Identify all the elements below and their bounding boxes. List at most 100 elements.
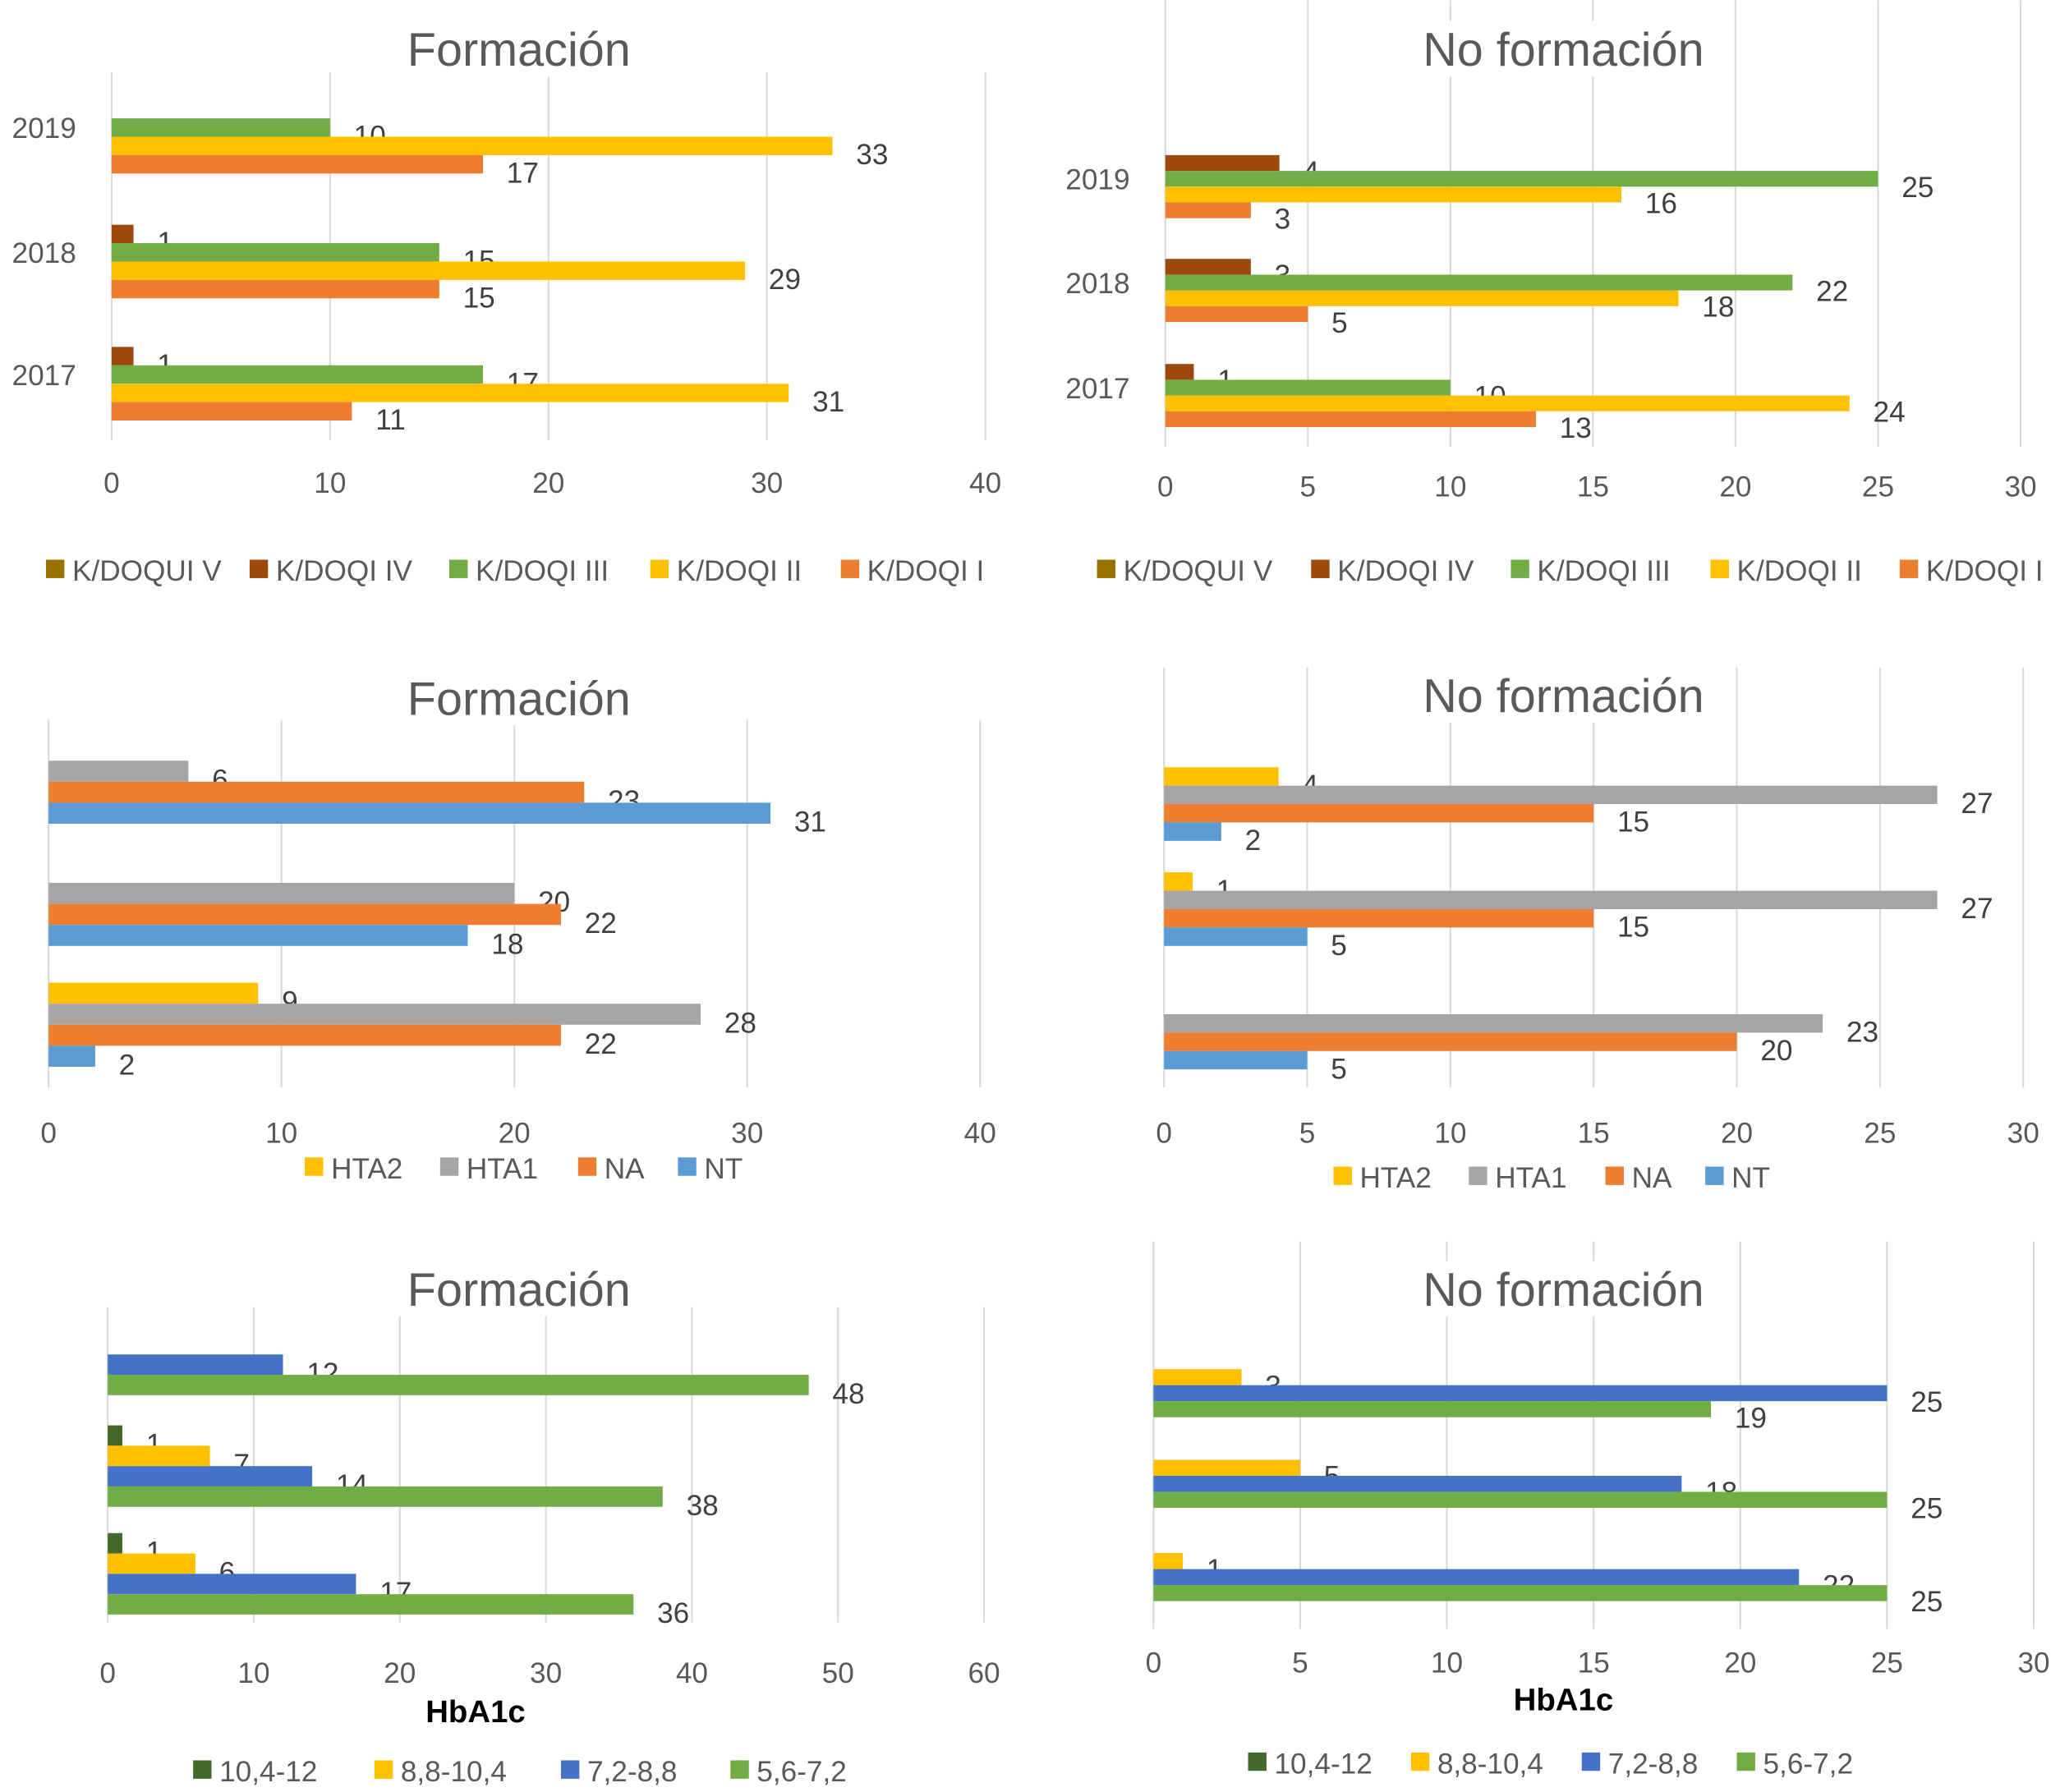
legend-label: HTA1 — [1495, 1162, 1566, 1194]
x-tick-label: 20 — [1719, 471, 1751, 503]
x-tick-label: 10 — [1431, 1647, 1463, 1679]
bar — [111, 118, 330, 137]
legend-swatch — [45, 559, 65, 578]
legend-label: 7,2-8,8 — [587, 1756, 678, 1788]
bar — [108, 1574, 356, 1595]
chart-title: Formación — [407, 673, 631, 725]
legend-label: 8,8-10,4 — [1437, 1748, 1543, 1780]
bar — [1153, 1553, 1184, 1569]
x-axis-label: HbA1c — [1514, 1683, 1614, 1718]
chart-title: No formación — [1423, 670, 1704, 723]
bar — [1164, 785, 1938, 805]
bar — [48, 903, 561, 926]
bar — [111, 365, 484, 384]
bar — [108, 1532, 122, 1554]
x-tick-label: 30 — [530, 1657, 562, 1689]
bar — [1164, 890, 1938, 909]
data-label: 25 — [1911, 1386, 1943, 1418]
legend-label: 5,6-7,2 — [1763, 1748, 1854, 1780]
x-tick-label: 20 — [532, 467, 564, 499]
legend-label: 8,8-10,4 — [401, 1756, 507, 1788]
bar — [111, 402, 352, 420]
legend-label: NA — [605, 1153, 645, 1185]
bar — [1165, 259, 1251, 275]
legend-label: HTA2 — [331, 1153, 402, 1185]
legend-swatch — [1333, 1166, 1352, 1185]
bar — [111, 384, 789, 402]
bar — [48, 1004, 701, 1025]
legend-swatch — [1581, 1752, 1601, 1771]
x-tick-label: 5 — [1292, 1647, 1308, 1679]
data-label: 27 — [1961, 893, 1993, 925]
bar — [1153, 1385, 1888, 1402]
x-tick-label: 40 — [969, 467, 1001, 499]
chart-panel-5: 0 10 20 30 40 50 60Formación1248171438161736Hb… — [99, 1261, 1000, 1788]
legend-label: 10,4-12 — [1275, 1748, 1373, 1780]
category-label: 2018 — [12, 237, 76, 269]
title-background — [387, 21, 651, 76]
x-tick-label: 0 — [99, 1657, 116, 1689]
bar — [108, 1486, 663, 1507]
data-label: 31 — [812, 386, 844, 418]
legend-item: K/DOQI IV — [249, 555, 413, 587]
bar — [48, 982, 259, 1004]
x-tick-label: 60 — [968, 1657, 1000, 1689]
legend-item: 7,2-8,8 — [1581, 1748, 1698, 1780]
x-tick-label: 10 — [237, 1657, 269, 1689]
legend-label: NA — [1632, 1162, 1672, 1194]
bar — [1164, 1050, 1308, 1070]
title-background — [387, 669, 651, 726]
data-label: 19 — [1735, 1402, 1767, 1434]
legend-label: K/DOQI II — [1737, 555, 1862, 587]
data-label: 15 — [1617, 806, 1649, 839]
legend-swatch — [305, 1157, 324, 1176]
bar — [1164, 804, 1594, 823]
legend-label: 10,4-12 — [219, 1756, 317, 1788]
legend-swatch — [1710, 559, 1729, 578]
legend-item: NT — [678, 1153, 743, 1185]
bar — [1153, 1401, 1712, 1418]
title-background — [1432, 1261, 1695, 1316]
bar — [1164, 908, 1594, 928]
legend-item: K/DOQUI V — [1097, 555, 1273, 587]
legend-swatch — [1705, 1166, 1724, 1185]
legend-item: K/DOQI I — [840, 555, 984, 587]
legend-label: K/DOQI II — [677, 555, 802, 587]
bar — [1153, 1569, 1800, 1586]
data-label: 18 — [491, 928, 523, 960]
legend-item: K/DOQI IV — [1311, 555, 1474, 587]
bar — [108, 1466, 313, 1486]
data-label: 2 — [1245, 825, 1262, 857]
bar — [1165, 171, 1878, 187]
legend-swatch — [449, 559, 468, 578]
x-tick-label: 20 — [1721, 1118, 1753, 1150]
bar — [1165, 186, 1622, 203]
x-tick-label: 0 — [1157, 471, 1174, 503]
legend-swatch — [560, 1760, 580, 1779]
data-label: 18 — [1702, 292, 1734, 324]
bar — [1164, 822, 1221, 841]
bar — [1153, 1459, 1300, 1477]
legend-swatch — [650, 559, 669, 578]
legend-item: NA — [577, 1153, 645, 1185]
data-label: 27 — [1961, 788, 1993, 820]
bar — [48, 781, 585, 803]
chart-title: Formación — [407, 24, 631, 76]
legend-swatch — [678, 1157, 697, 1176]
bar — [108, 1354, 283, 1376]
data-label: 20 — [1760, 1035, 1792, 1067]
bar — [1165, 290, 1679, 306]
bar — [48, 802, 771, 825]
title-background — [1432, 21, 1695, 76]
x-tick-label: 25 — [1862, 471, 1894, 503]
legend-item: HTA2 — [305, 1153, 402, 1185]
bar — [111, 261, 746, 280]
bar — [108, 1375, 809, 1395]
category-label: 2019 — [12, 113, 76, 145]
legend-item: NA — [1605, 1162, 1672, 1194]
legend-item: K/DOQI I — [1899, 555, 2044, 587]
chart-title: No formación — [1423, 1264, 1704, 1316]
